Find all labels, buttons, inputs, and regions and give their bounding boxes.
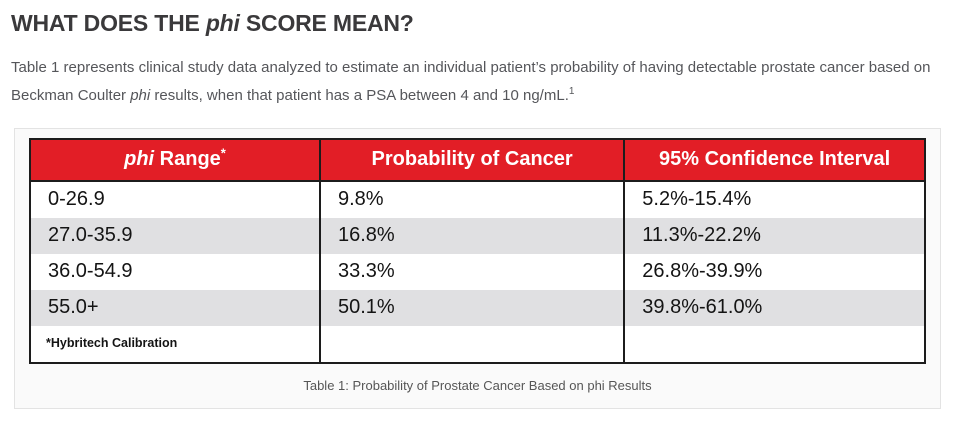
table-footnote: *Hybritech Calibration xyxy=(29,326,321,363)
cell-probability: 9.8% xyxy=(318,181,626,218)
header-phi-range: phi Range* xyxy=(29,138,321,182)
table-footnote-empty-cell xyxy=(318,326,626,363)
page-title-post: SCORE MEAN? xyxy=(239,10,414,36)
cell-probability: 50.1% xyxy=(318,290,626,326)
header-probability-of-cancer: Probability of Cancer xyxy=(318,138,626,182)
page-title: WHAT DOES THE phi SCORE MEAN? xyxy=(11,10,943,37)
page-title-pre: WHAT DOES THE xyxy=(11,10,206,36)
table-row: 36.0-54.9 33.3% 26.8%-39.9% xyxy=(29,254,926,290)
page: WHAT DOES THE phi SCORE MEAN? Table 1 re… xyxy=(11,10,943,409)
table-figure: phi Range* Probability of Cancer 95% Con… xyxy=(14,128,941,409)
cell-range: 36.0-54.9 xyxy=(29,254,321,290)
reference-superscript: 1 xyxy=(568,86,575,97)
header-confidence-interval: 95% Confidence Interval xyxy=(623,138,926,182)
header-phi-range-phi: phi xyxy=(124,148,155,170)
header-phi-range-rest: Range xyxy=(154,148,221,170)
phi-results-table: phi Range* Probability of Cancer 95% Con… xyxy=(29,138,926,364)
cell-confidence-interval: 5.2%-15.4% xyxy=(623,181,926,218)
table-row: 55.0+ 50.1% 39.8%-61.0% xyxy=(29,290,926,326)
table-footnote-row: *Hybritech Calibration xyxy=(29,326,926,363)
cell-range: 27.0-35.9 xyxy=(29,218,321,254)
table-row: 27.0-35.9 16.8% 11.3%-22.2% xyxy=(29,218,926,254)
cell-confidence-interval: 11.3%-22.2% xyxy=(623,218,926,254)
intro-text-after-phi: results, when that patient has a PSA bet… xyxy=(150,87,569,104)
table-header-row: phi Range* Probability of Cancer 95% Con… xyxy=(29,138,926,182)
intro-text-before-phi: Table 1 represents clinical study data a… xyxy=(11,59,931,104)
cell-range: 55.0+ xyxy=(29,290,321,326)
table-caption: Table 1: Probability of Prostate Cancer … xyxy=(303,378,652,393)
cell-range: 0-26.9 xyxy=(29,181,321,218)
intro-phi: phi xyxy=(130,87,151,104)
cell-confidence-interval: 26.8%-39.9% xyxy=(623,254,926,290)
table-footnote-empty-cell xyxy=(623,326,926,363)
cell-probability: 33.3% xyxy=(318,254,626,290)
table-row: 0-26.9 9.8% 5.2%-15.4% xyxy=(29,181,926,218)
cell-probability: 16.8% xyxy=(318,218,626,254)
page-title-phi: phi xyxy=(205,10,240,36)
cell-confidence-interval: 39.8%-61.0% xyxy=(623,290,926,326)
intro-paragraph: Table 1 represents clinical study data a… xyxy=(11,54,943,110)
header-phi-range-asterisk: * xyxy=(220,145,226,161)
